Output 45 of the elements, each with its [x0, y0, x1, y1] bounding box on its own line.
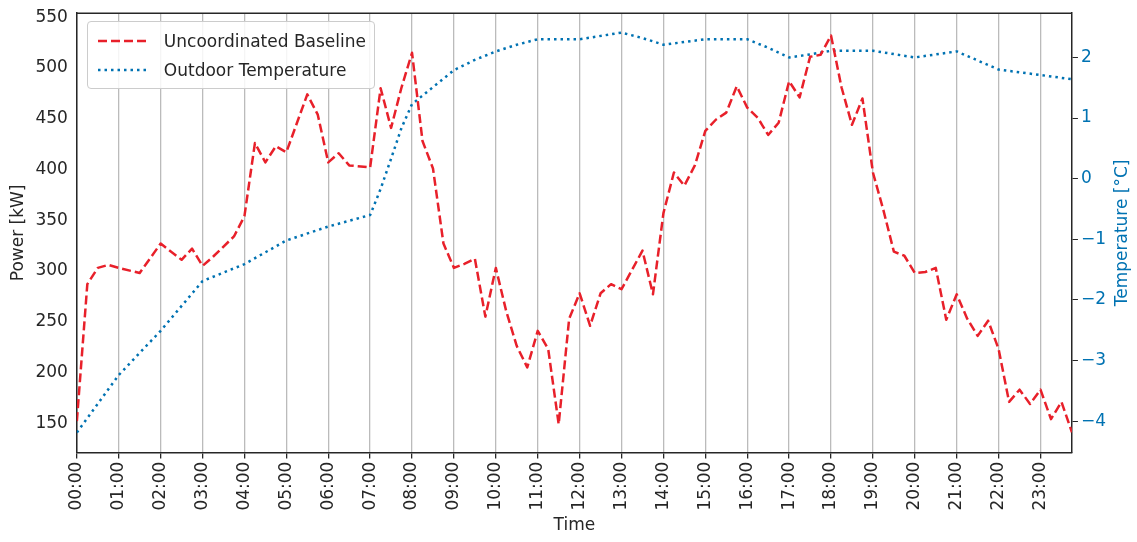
- x-tick-label: 00:00: [65, 461, 86, 511]
- y-tick-label: 300: [35, 259, 68, 280]
- y2-tick-label: −3: [1080, 348, 1106, 369]
- x-tick-label: 17:00: [777, 461, 798, 511]
- y-tick-label: 550: [35, 5, 68, 26]
- x-tick-label: 04:00: [232, 461, 253, 511]
- x-tick-label: 21:00: [945, 461, 966, 511]
- y2-tick-label: −2: [1080, 288, 1106, 309]
- y2-tick-label: −1: [1080, 227, 1106, 248]
- x-tick-label: 07:00: [358, 461, 379, 511]
- x-tick-label: 05:00: [274, 461, 295, 511]
- y-axis-title: Power [kW]: [6, 184, 27, 282]
- x-tick-label: 22:00: [987, 461, 1008, 511]
- x-tick-label: 23:00: [1028, 461, 1049, 511]
- x-tick-label: 16:00: [735, 461, 756, 511]
- x-tick-label: 11:00: [526, 461, 547, 511]
- x-tick-label: 09:00: [442, 461, 463, 511]
- x-tick-label: 12:00: [568, 461, 589, 511]
- y2-axis-title: Temperature [°C]: [1110, 159, 1131, 308]
- y2-tick-label: 2: [1080, 45, 1092, 66]
- x-tick-label: 01:00: [107, 461, 128, 511]
- y-tick-label: 500: [35, 56, 68, 77]
- x-tick-label: 18:00: [819, 461, 840, 511]
- x-tick-label: 13:00: [609, 461, 630, 511]
- y-tick-label: 250: [35, 310, 68, 331]
- x-tick-label: 14:00: [651, 461, 672, 511]
- y-tick-label: 400: [35, 157, 68, 178]
- y-tick-label: 450: [35, 107, 68, 128]
- y-tick-label: 200: [35, 360, 68, 381]
- x-tick-label: 03:00: [190, 461, 211, 511]
- x-tick-label: 06:00: [316, 461, 337, 511]
- x-tick-label: 02:00: [149, 461, 170, 511]
- x-axis-title: Time: [552, 514, 596, 535]
- legend-label: Uncoordinated Baseline: [163, 30, 367, 51]
- y2-tick-label: 1: [1080, 106, 1092, 127]
- x-tick-label: 10:00: [484, 461, 505, 511]
- x-tick-label: 19:00: [861, 461, 882, 511]
- y-tick-label: 150: [35, 411, 68, 432]
- x-tick-label: 20:00: [903, 461, 924, 511]
- x-tick-label: 15:00: [693, 461, 714, 511]
- x-tick-label: 08:00: [400, 461, 421, 511]
- y-tick-label: 350: [35, 208, 68, 229]
- y2-tick-label: −4: [1080, 409, 1106, 430]
- legend-label: Outdoor Temperature: [163, 59, 347, 80]
- y2-tick-label: 0: [1080, 167, 1092, 188]
